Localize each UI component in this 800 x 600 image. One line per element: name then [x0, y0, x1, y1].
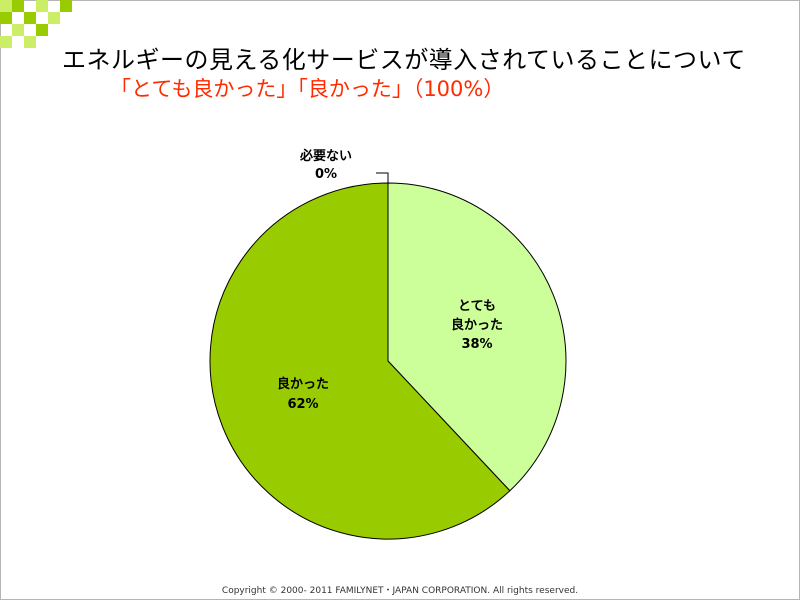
pie-slice-0 — [387, 182, 567, 492]
slice-value-label-1: 62% — [287, 397, 318, 412]
slice-label-1: 良かった — [277, 376, 329, 392]
corner-decoration — [0, 0, 80, 56]
slice-value-label-0: 38% — [461, 337, 492, 352]
slice-value-label-2: 0% — [315, 167, 337, 182]
slide-title: エネルギーの見える化サービスが導入されていることについて — [62, 46, 746, 74]
leader-line — [376, 172, 389, 183]
slide-subtitle: 「とても良かった」「良かった」（100%） — [110, 77, 505, 101]
pie-slice-1 — [209, 182, 511, 540]
slice-label-0: 良かった — [451, 317, 503, 333]
slice-label-2: 必要ない — [299, 148, 352, 164]
slice-label-0: とても — [458, 299, 496, 314]
copyright-footer: Copyright © 2000- 2011 FAMILYNET・JAPAN C… — [221, 586, 579, 596]
